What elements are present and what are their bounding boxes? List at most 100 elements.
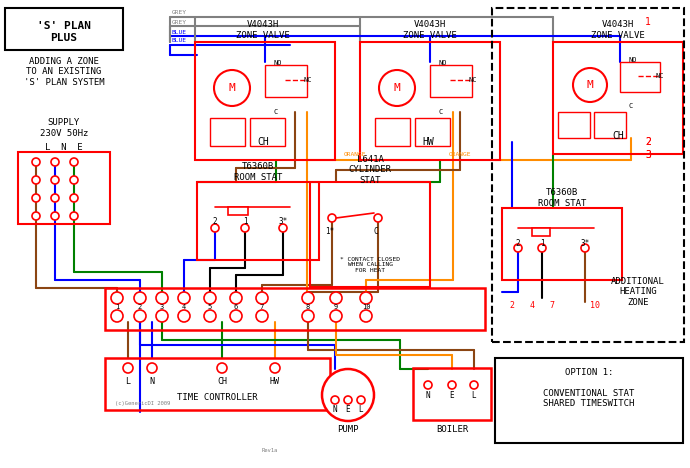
Text: 'S' PLAN
PLUS: 'S' PLAN PLUS xyxy=(37,21,91,43)
Text: CH: CH xyxy=(257,137,269,147)
Text: BOILER: BOILER xyxy=(436,425,468,434)
Bar xyxy=(360,42,500,160)
Text: T6360B
ROOM STAT: T6360B ROOM STAT xyxy=(234,162,282,182)
Text: N: N xyxy=(150,376,155,386)
Text: C: C xyxy=(274,109,278,115)
Circle shape xyxy=(147,363,157,373)
Circle shape xyxy=(32,194,40,202)
Text: ADDITIONAL
HEATING
ZONE: ADDITIONAL HEATING ZONE xyxy=(611,277,665,307)
Circle shape xyxy=(330,292,342,304)
Text: BLUE: BLUE xyxy=(172,29,187,35)
Text: 2: 2 xyxy=(213,218,217,227)
Circle shape xyxy=(178,310,190,322)
Bar xyxy=(105,288,485,330)
Bar xyxy=(375,118,410,146)
Bar xyxy=(250,118,285,146)
Text: NC: NC xyxy=(304,77,313,83)
Text: GREY: GREY xyxy=(172,20,187,24)
Circle shape xyxy=(156,292,168,304)
Text: C: C xyxy=(629,103,633,109)
Bar xyxy=(310,182,430,287)
Bar xyxy=(495,358,683,443)
Text: 3: 3 xyxy=(160,304,164,310)
Circle shape xyxy=(134,292,146,304)
Bar xyxy=(415,118,450,146)
Text: BLUE: BLUE xyxy=(172,38,187,44)
Bar xyxy=(430,65,472,97)
Circle shape xyxy=(123,363,133,373)
Text: 2: 2 xyxy=(645,137,651,147)
Circle shape xyxy=(379,70,415,106)
Text: 1*: 1* xyxy=(326,227,335,235)
Text: N: N xyxy=(426,392,431,401)
Text: L  N  E: L N E xyxy=(45,142,83,152)
Text: 2: 2 xyxy=(645,137,651,147)
Text: 1: 1 xyxy=(540,239,544,248)
Circle shape xyxy=(70,194,78,202)
Circle shape xyxy=(32,176,40,184)
Text: CH: CH xyxy=(612,131,624,141)
Text: ORANGE: ORANGE xyxy=(448,153,471,158)
Bar xyxy=(18,152,110,224)
Text: 1: 1 xyxy=(645,17,651,27)
Circle shape xyxy=(448,381,456,389)
Text: (c)GenericDI 2009: (c)GenericDI 2009 xyxy=(115,401,170,405)
Bar xyxy=(228,207,248,215)
Circle shape xyxy=(374,214,382,222)
Circle shape xyxy=(51,176,59,184)
Circle shape xyxy=(241,224,249,232)
Circle shape xyxy=(581,244,589,252)
Text: HW: HW xyxy=(270,376,280,386)
Text: Rev1a: Rev1a xyxy=(262,447,278,453)
Text: ADDING A ZONE
TO AN EXISTING
'S' PLAN SYSTEM: ADDING A ZONE TO AN EXISTING 'S' PLAN SY… xyxy=(23,57,104,87)
Bar xyxy=(594,112,626,138)
Text: L: L xyxy=(126,376,130,386)
Text: T6360B
ROOM STAT: T6360B ROOM STAT xyxy=(538,188,586,208)
Text: 1: 1 xyxy=(243,218,247,227)
Circle shape xyxy=(322,369,374,421)
Text: OPTION 1:

CONVENTIONAL STAT
SHARED TIMESWITCH: OPTION 1: CONVENTIONAL STAT SHARED TIMES… xyxy=(543,368,635,408)
Text: 3: 3 xyxy=(645,150,651,160)
Text: M: M xyxy=(393,83,400,93)
Bar xyxy=(413,368,491,420)
Text: CH: CH xyxy=(217,376,227,386)
Circle shape xyxy=(256,292,268,304)
Text: M: M xyxy=(586,80,593,90)
Circle shape xyxy=(360,292,372,304)
Text: 1: 1 xyxy=(115,304,119,310)
Circle shape xyxy=(344,396,352,404)
Circle shape xyxy=(32,158,40,166)
Circle shape xyxy=(51,212,59,220)
Text: 7: 7 xyxy=(260,304,264,310)
Text: NO: NO xyxy=(274,60,282,66)
Circle shape xyxy=(330,310,342,322)
Circle shape xyxy=(70,212,78,220)
Text: N: N xyxy=(333,405,337,415)
Circle shape xyxy=(331,396,339,404)
Bar xyxy=(553,42,683,154)
Text: PUMP: PUMP xyxy=(337,425,359,434)
Text: 4: 4 xyxy=(182,304,186,310)
Text: 10: 10 xyxy=(362,304,371,310)
Text: V4043H
ZONE VALVE: V4043H ZONE VALVE xyxy=(403,20,457,40)
Circle shape xyxy=(51,158,59,166)
Text: * CONTACT CLOSED
WHEN CALLING
FOR HEAT: * CONTACT CLOSED WHEN CALLING FOR HEAT xyxy=(340,257,400,273)
Circle shape xyxy=(328,214,336,222)
Circle shape xyxy=(573,68,607,102)
Text: TIME CONTROLLER: TIME CONTROLLER xyxy=(177,393,257,402)
Text: 3: 3 xyxy=(645,150,651,160)
Circle shape xyxy=(32,212,40,220)
Text: 2   4   7       10: 2 4 7 10 xyxy=(510,301,600,310)
Bar xyxy=(210,118,245,146)
Circle shape xyxy=(279,224,287,232)
Text: HW: HW xyxy=(422,137,434,147)
Text: 3*: 3* xyxy=(580,239,590,248)
Circle shape xyxy=(230,292,242,304)
Circle shape xyxy=(256,310,268,322)
Circle shape xyxy=(424,381,432,389)
Circle shape xyxy=(134,310,146,322)
Circle shape xyxy=(70,158,78,166)
Text: L: L xyxy=(472,392,476,401)
Text: V4043H
ZONE VALVE: V4043H ZONE VALVE xyxy=(236,20,290,40)
Circle shape xyxy=(156,310,168,322)
